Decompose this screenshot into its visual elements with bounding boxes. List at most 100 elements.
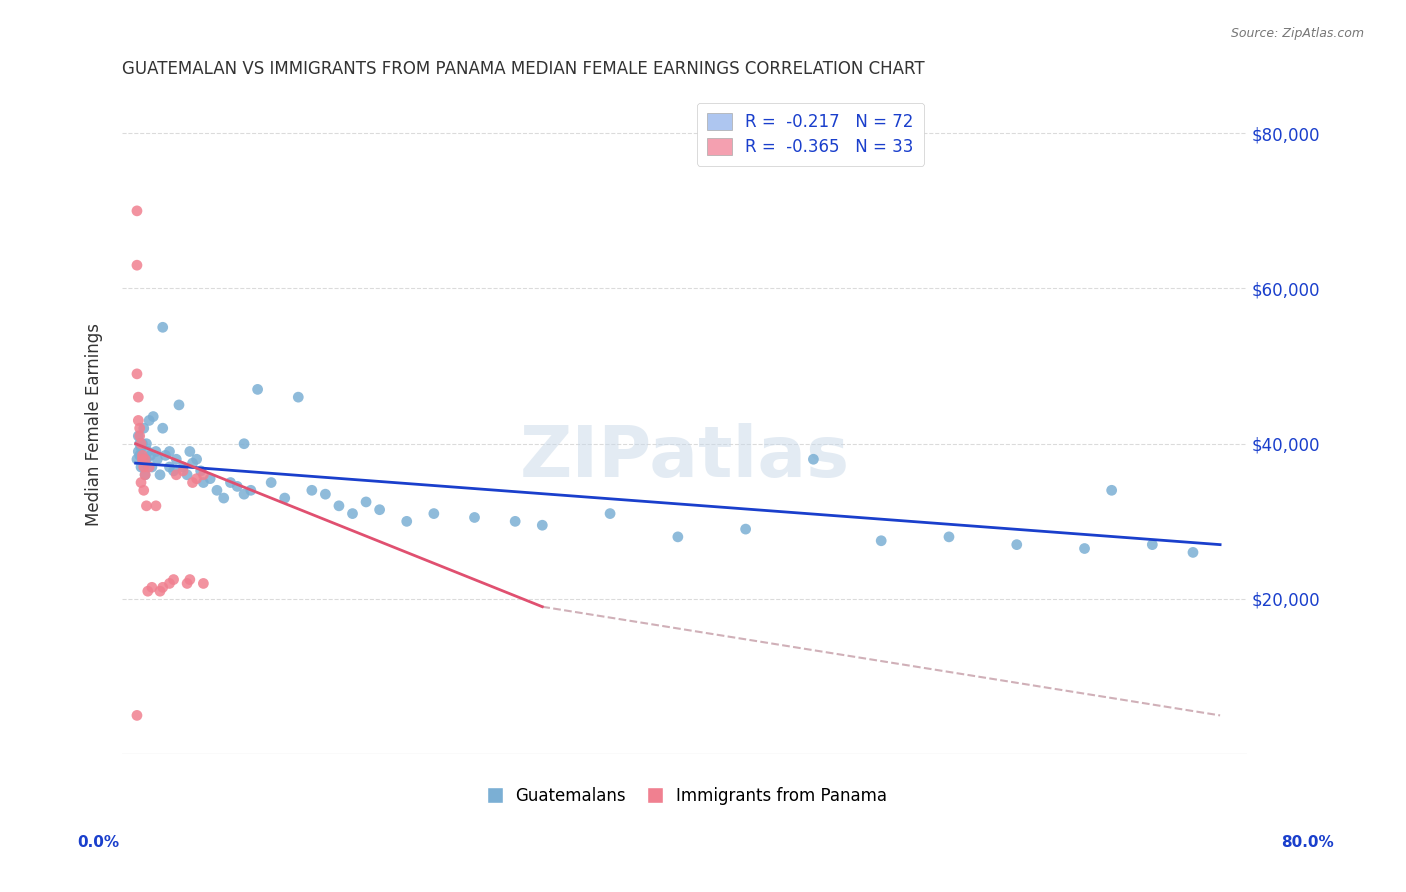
Point xyxy=(198,472,221,486)
Point xyxy=(125,367,148,381)
Point xyxy=(152,320,174,334)
Point xyxy=(205,483,228,498)
Point xyxy=(181,456,204,470)
Point xyxy=(125,258,148,272)
Point xyxy=(132,483,155,498)
Point xyxy=(145,499,167,513)
Point xyxy=(342,507,364,521)
Point xyxy=(127,413,149,427)
Point xyxy=(155,449,177,463)
Point xyxy=(503,514,526,528)
Point xyxy=(159,576,181,591)
Point xyxy=(127,429,149,443)
Point xyxy=(129,475,152,490)
Point xyxy=(131,452,153,467)
Point xyxy=(212,491,235,505)
Point xyxy=(149,584,172,599)
Point xyxy=(246,383,269,397)
Point xyxy=(138,460,160,475)
Text: Source: ZipAtlas.com: Source: ZipAtlas.com xyxy=(1230,27,1364,40)
Point xyxy=(395,514,418,528)
Point xyxy=(125,203,148,218)
Point xyxy=(1181,545,1204,559)
Point xyxy=(314,487,336,501)
Point xyxy=(870,533,893,548)
Point xyxy=(599,507,621,521)
Point xyxy=(128,429,150,443)
Point xyxy=(141,460,163,475)
Point xyxy=(128,436,150,450)
Point xyxy=(149,467,172,482)
Point xyxy=(165,467,187,482)
Point xyxy=(287,390,309,404)
Point xyxy=(274,491,297,505)
Point xyxy=(176,467,198,482)
Point xyxy=(146,452,169,467)
Point xyxy=(179,573,201,587)
Point xyxy=(531,518,554,533)
Point xyxy=(145,444,167,458)
Point xyxy=(463,510,485,524)
Point xyxy=(125,708,148,723)
Text: GUATEMALAN VS IMMIGRANTS FROM PANAMA MEDIAN FEMALE EARNINGS CORRELATION CHART: GUATEMALAN VS IMMIGRANTS FROM PANAMA MED… xyxy=(122,60,925,78)
Point xyxy=(129,436,152,450)
Point xyxy=(226,479,249,493)
Point xyxy=(423,507,446,521)
Point xyxy=(167,398,190,412)
Point xyxy=(129,460,152,475)
Point xyxy=(136,584,159,599)
Point xyxy=(176,576,198,591)
Point xyxy=(131,452,153,467)
Point xyxy=(138,413,160,427)
Legend: Guatemalans, Immigrants from Panama: Guatemalans, Immigrants from Panama xyxy=(475,780,894,812)
Point xyxy=(193,475,215,490)
Point xyxy=(135,452,157,467)
Point xyxy=(127,390,149,404)
Point xyxy=(139,449,162,463)
Point xyxy=(134,456,156,470)
Point xyxy=(162,573,184,587)
Point xyxy=(233,487,256,501)
Point xyxy=(127,444,149,458)
Point xyxy=(186,472,208,486)
Point xyxy=(938,530,960,544)
Point xyxy=(193,576,215,591)
Point xyxy=(368,502,391,516)
Point xyxy=(219,475,242,490)
Point xyxy=(239,483,262,498)
Point xyxy=(134,452,156,467)
Point xyxy=(132,421,155,435)
Point xyxy=(260,475,283,490)
Point xyxy=(803,452,825,467)
Point xyxy=(128,449,150,463)
Point xyxy=(1005,538,1028,552)
Point xyxy=(136,444,159,458)
Point xyxy=(190,464,212,478)
Point xyxy=(233,436,256,450)
Point xyxy=(159,460,181,475)
Point xyxy=(1142,538,1164,552)
Point xyxy=(179,444,201,458)
Point xyxy=(132,452,155,467)
Point xyxy=(165,452,187,467)
Point xyxy=(132,460,155,475)
Point xyxy=(734,522,756,536)
Point xyxy=(666,530,689,544)
Y-axis label: Median Female Earnings: Median Female Earnings xyxy=(86,323,103,525)
Point xyxy=(159,444,181,458)
Point xyxy=(328,499,350,513)
Point xyxy=(134,467,156,482)
Point xyxy=(129,441,152,455)
Text: 80.0%: 80.0% xyxy=(1281,836,1334,850)
Point xyxy=(125,452,148,467)
Point xyxy=(131,449,153,463)
Point xyxy=(172,464,194,478)
Point xyxy=(1073,541,1095,556)
Point xyxy=(134,467,156,482)
Point xyxy=(142,409,165,424)
Point xyxy=(135,436,157,450)
Point xyxy=(152,421,174,435)
Point xyxy=(193,467,215,482)
Point xyxy=(152,580,174,594)
Text: ZIPatlas: ZIPatlas xyxy=(520,423,849,491)
